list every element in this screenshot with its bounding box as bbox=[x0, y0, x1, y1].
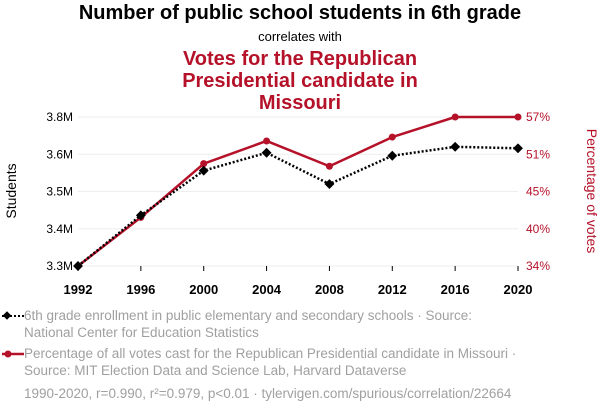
legend-text-enrollment: 6th grade enrollment in public elementar… bbox=[24, 308, 472, 340]
y-axis-label-left: Students bbox=[3, 163, 19, 218]
point-enrollment bbox=[198, 165, 209, 176]
x-tick-label: 2016 bbox=[441, 282, 470, 297]
x-tick-label: 2012 bbox=[378, 282, 407, 297]
point-votes bbox=[325, 162, 333, 170]
chart-connector: correlates with bbox=[258, 29, 342, 44]
x-tick-label: 2008 bbox=[315, 282, 344, 297]
x-tick-label: 1996 bbox=[126, 282, 155, 297]
chart-title: Number of public school students in 6th … bbox=[78, 2, 522, 24]
y-tick-label-right: 40% bbox=[526, 222, 550, 236]
x-tick-label: 2004 bbox=[252, 282, 282, 297]
legend-marker-votes bbox=[2, 350, 24, 358]
y-tick-label-right: 34% bbox=[526, 259, 550, 273]
legend-marker-enrollment bbox=[2, 311, 24, 320]
y-tick-label-right: 45% bbox=[526, 185, 550, 199]
x-axis-ticks: 1992 1996 2000 2004 2008 2012 2016 2020 bbox=[64, 266, 533, 297]
x-tick-label: 2000 bbox=[189, 282, 218, 297]
point-votes bbox=[200, 160, 208, 168]
line-chart: 3.3M 3.4M 3.5M 3.6M 3.8M 34% 40% 45% 51% 57% 199… bbox=[3, 110, 600, 297]
y-tick-label-right: 57% bbox=[526, 110, 550, 124]
series-line-enrollment bbox=[77, 145, 519, 267]
y-tick-label-right: 51% bbox=[526, 147, 550, 161]
legend-text-votes: Percentage of all votes cast for the Rep… bbox=[24, 346, 517, 378]
point-votes bbox=[263, 137, 271, 145]
series-lines bbox=[73, 113, 523, 271]
x-tick-label: 1992 bbox=[64, 282, 93, 297]
point-enrollment bbox=[261, 147, 272, 158]
point-votes bbox=[451, 113, 459, 121]
y-tick-label-left: 3.6M bbox=[46, 147, 73, 161]
point-enrollment bbox=[135, 210, 146, 221]
point-enrollment bbox=[513, 143, 523, 154]
x-tick-label: 2020 bbox=[504, 282, 533, 297]
chart-subtitle: Votes for the Republican Presidential ca… bbox=[182, 48, 418, 114]
point-enrollment bbox=[450, 141, 461, 152]
point-enrollment bbox=[387, 150, 398, 161]
gridlines bbox=[78, 116, 518, 267]
point-enrollment bbox=[324, 179, 335, 189]
footer-stats: 1990-2020, r=0.990, r²=0.979, p<0.01 · t… bbox=[24, 386, 512, 401]
y-tick-label-left: 3.5M bbox=[46, 185, 73, 199]
point-votes bbox=[388, 133, 396, 141]
y-tick-label-left: 3.8M bbox=[46, 110, 73, 124]
left-axis-ticks: 3.3M 3.4M 3.5M 3.6M 3.8M bbox=[46, 110, 73, 273]
y-tick-label-left: 3.3M bbox=[46, 259, 73, 273]
point-votes bbox=[514, 113, 522, 121]
right-axis-ticks: 34% 40% 45% 51% 57% bbox=[526, 110, 550, 273]
y-axis-label-right: Percentage of votes bbox=[584, 129, 600, 254]
y-tick-label-left: 3.4M bbox=[46, 222, 73, 236]
